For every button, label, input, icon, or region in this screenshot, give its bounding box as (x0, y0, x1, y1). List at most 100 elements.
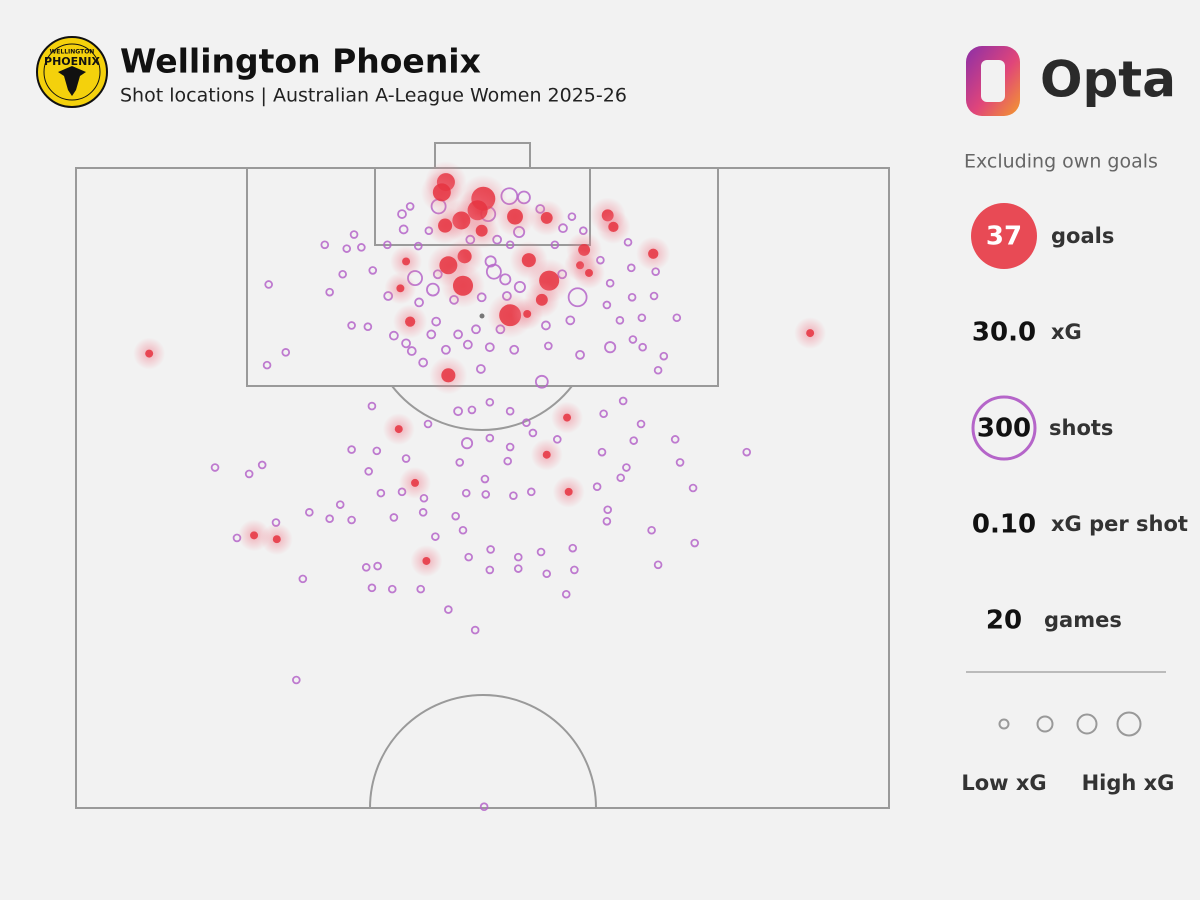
shot-marker (626, 263, 636, 273)
shots-label: shots (1049, 416, 1113, 440)
shot-marker (406, 346, 417, 356)
goal (434, 142, 531, 169)
shot-marker (672, 313, 682, 323)
shot-marker (464, 552, 473, 562)
xg-per-shot-value: 0.10 (972, 510, 1036, 540)
shot-marker (503, 456, 513, 466)
shot-marker (742, 447, 752, 457)
shot-marker (568, 543, 578, 553)
shot-marker (264, 280, 273, 289)
shot-marker (567, 212, 577, 221)
shot-marker (373, 561, 382, 571)
goal-marker (250, 531, 259, 540)
shot-marker (367, 583, 377, 593)
goal-marker (402, 257, 411, 266)
goal-marker (540, 211, 553, 224)
shot-marks (133, 161, 827, 812)
shot-marker (368, 266, 378, 275)
shot-marker (426, 329, 437, 340)
shot-marker (461, 437, 474, 450)
shot-marker (505, 406, 515, 416)
shot-marker (281, 348, 291, 357)
shot-marker (599, 409, 608, 419)
shot-marker (444, 605, 453, 614)
shot-marker (602, 516, 612, 526)
games-label: games (1044, 608, 1122, 632)
goals-label: goals (1051, 224, 1114, 248)
shot-marker (398, 224, 409, 235)
shot-marker (475, 364, 486, 374)
shot-marker (627, 292, 637, 302)
xg-per-shot-label: xG per shot (1051, 512, 1188, 536)
shot-marker (597, 447, 607, 457)
goal-marker (535, 293, 548, 306)
shot-marker (541, 320, 551, 331)
shot-marker (528, 428, 538, 438)
shot-marker (647, 525, 656, 535)
shot-marker (461, 488, 471, 498)
shot-marker (534, 374, 549, 389)
shot-marker (565, 315, 576, 326)
shot-marker (414, 297, 424, 308)
goal-marker (507, 208, 523, 225)
badge-top: WELLINGTON (50, 49, 95, 56)
centre-circle (369, 694, 597, 809)
goal-marker (432, 183, 451, 202)
shot-marker (325, 287, 334, 297)
shot-marker (426, 282, 440, 297)
shot-marker (513, 281, 526, 294)
club-badge: WELLINGTON PHOENIX (36, 36, 108, 108)
shot-marker (361, 563, 371, 572)
shot-marker (570, 565, 579, 575)
goals-badge (971, 203, 1037, 269)
shot-marker (451, 511, 460, 521)
games-value: 20 (986, 606, 1022, 636)
goal-marker (564, 487, 573, 496)
shot-marker (347, 321, 356, 330)
shot-marker (690, 538, 699, 548)
shot-marker (453, 329, 463, 340)
goal-marker (422, 556, 431, 565)
note: Excluding own goals (964, 151, 1158, 173)
brand-logo: Opta (966, 46, 1176, 116)
shot-marker (397, 209, 407, 219)
shot-marker (405, 202, 415, 211)
shot-marker (605, 278, 615, 288)
shots-value: 300 (977, 414, 1031, 444)
shot-marker (418, 508, 428, 517)
shot-marker (485, 397, 495, 407)
goal-marker (145, 349, 154, 358)
shot-marker (431, 532, 440, 541)
shot-marker (401, 454, 411, 463)
goal-marker (405, 316, 416, 327)
goal-marker (441, 368, 456, 383)
shot-marker (522, 418, 531, 428)
shot-marker (480, 474, 490, 484)
shot-marker (367, 401, 377, 411)
shot-marker (602, 300, 612, 310)
shot-marker (592, 482, 602, 492)
shot-marker (688, 483, 698, 493)
shot-marker (509, 491, 518, 500)
goal-marker (475, 224, 488, 237)
shot-marker (486, 545, 495, 554)
shot-marker (505, 240, 515, 250)
shot-marker (567, 287, 588, 308)
shot-marker (485, 263, 502, 280)
shot-marker (298, 574, 308, 584)
shot-marker (629, 436, 639, 445)
goal-marker (411, 478, 420, 487)
shot-marker (458, 525, 468, 535)
shot-marker (484, 342, 495, 353)
shot-marker (481, 490, 491, 499)
shot-marker (335, 500, 345, 509)
goal-marker (452, 275, 474, 296)
shot-marker (675, 458, 685, 467)
goal-marker (608, 221, 619, 233)
shot-marker (484, 255, 497, 268)
legend-high: High xG (1082, 771, 1175, 795)
goal-marker (523, 309, 532, 318)
shot-marker (349, 230, 359, 239)
goal-marker (272, 535, 281, 544)
